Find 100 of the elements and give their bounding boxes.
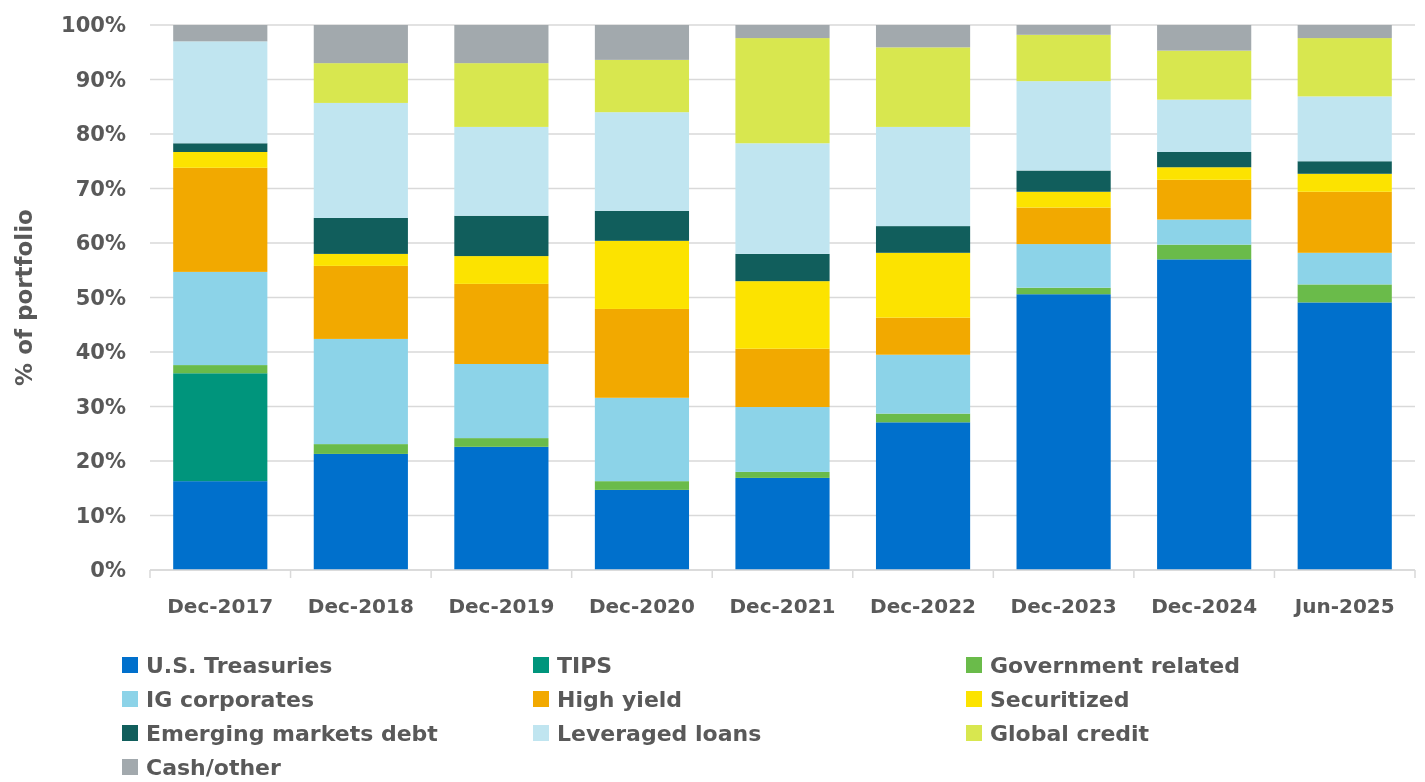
bar (313, 338, 408, 445)
bar (1157, 50, 1252, 100)
bar (1016, 207, 1111, 245)
bar (1297, 38, 1392, 97)
x-tick-label: Dec-2020 (588, 594, 695, 618)
y-tick-label: 50% (75, 285, 126, 310)
bar (735, 143, 830, 254)
x-tick-label: Dec-2021 (729, 594, 836, 618)
bar (594, 240, 690, 309)
bar (594, 59, 690, 113)
bar (1297, 191, 1392, 253)
bar (173, 167, 268, 272)
bar (594, 397, 690, 482)
bar (1157, 219, 1252, 245)
legend-label: Securitized (990, 686, 1130, 712)
bar (1016, 81, 1111, 171)
bar (454, 438, 549, 447)
bar (875, 317, 971, 355)
bar (173, 373, 268, 482)
bar (735, 253, 830, 282)
legend-label: Leveraged loans (557, 720, 762, 746)
bar (1297, 173, 1392, 192)
legend-label: Emerging markets debt (146, 720, 439, 746)
bar (1297, 284, 1392, 303)
bar (313, 102, 408, 218)
bar (735, 477, 830, 570)
bar (454, 215, 549, 257)
y-tick-label: 40% (75, 340, 126, 365)
bar (875, 25, 971, 48)
bar (173, 481, 268, 570)
bar (1016, 25, 1111, 35)
y-tick-label: 0% (90, 558, 126, 583)
bar (875, 47, 971, 127)
bar (173, 151, 268, 168)
bar (313, 217, 408, 254)
bar (735, 471, 830, 478)
bar (735, 407, 830, 472)
bar (594, 210, 690, 241)
bar (594, 489, 690, 570)
y-tick-label: 70% (75, 176, 126, 201)
y-tick-label: 80% (75, 122, 126, 147)
bar (875, 252, 971, 318)
bar (1297, 96, 1392, 162)
bar (875, 354, 971, 414)
legend-label: High yield (557, 686, 683, 712)
legend-label: Global credit (990, 720, 1150, 746)
bar (594, 112, 690, 211)
bar (594, 481, 690, 490)
bar (173, 41, 268, 144)
bar (173, 365, 268, 374)
bar (594, 308, 690, 398)
bar (1157, 25, 1252, 51)
bar (1157, 179, 1252, 220)
bar (1297, 161, 1392, 174)
bar (1157, 167, 1252, 180)
bar (735, 38, 830, 144)
legend-label: IG corporates (146, 686, 314, 712)
y-tick-label: 60% (75, 231, 126, 256)
bar (313, 253, 408, 266)
bar (454, 63, 549, 127)
bar (735, 25, 830, 39)
bar (173, 271, 268, 366)
bar (1016, 191, 1111, 208)
y-axis-title: % of portfolio (11, 209, 37, 386)
bar (454, 126, 549, 216)
bar (313, 25, 408, 64)
y-tick-label: 20% (75, 449, 126, 474)
bar (1016, 287, 1111, 295)
x-tick-label: Dec-2017 (167, 594, 274, 618)
bar (454, 25, 549, 64)
y-tick-label: 30% (75, 394, 126, 419)
bar (173, 143, 268, 152)
bar (875, 413, 971, 423)
bar (1157, 99, 1252, 152)
x-tick-label: Dec-2018 (307, 594, 414, 618)
x-tick-label: Jun-2025 (1292, 594, 1395, 618)
bar (313, 453, 408, 570)
bar (875, 126, 971, 227)
bar (1297, 252, 1392, 285)
bar (1157, 244, 1252, 260)
x-tick-label: Dec-2019 (448, 594, 555, 618)
y-tick-label: 90% (75, 67, 126, 92)
legend-label: TIPS (557, 652, 613, 678)
y-tick-label: 100% (61, 13, 126, 38)
bar (1297, 25, 1392, 39)
bar (313, 444, 408, 454)
bar (735, 281, 830, 349)
bar (875, 226, 971, 253)
bar (735, 348, 830, 408)
x-tick-label: Dec-2022 (870, 594, 977, 618)
x-tick-label: Dec-2023 (1010, 594, 1117, 618)
bar (454, 446, 549, 570)
bar (1016, 34, 1111, 82)
bar (1016, 294, 1111, 570)
bar (1016, 244, 1111, 288)
bar (875, 422, 971, 570)
bar (313, 63, 408, 103)
legend-label: Government related (990, 652, 1240, 678)
bar (594, 25, 690, 60)
bar (1157, 259, 1252, 570)
